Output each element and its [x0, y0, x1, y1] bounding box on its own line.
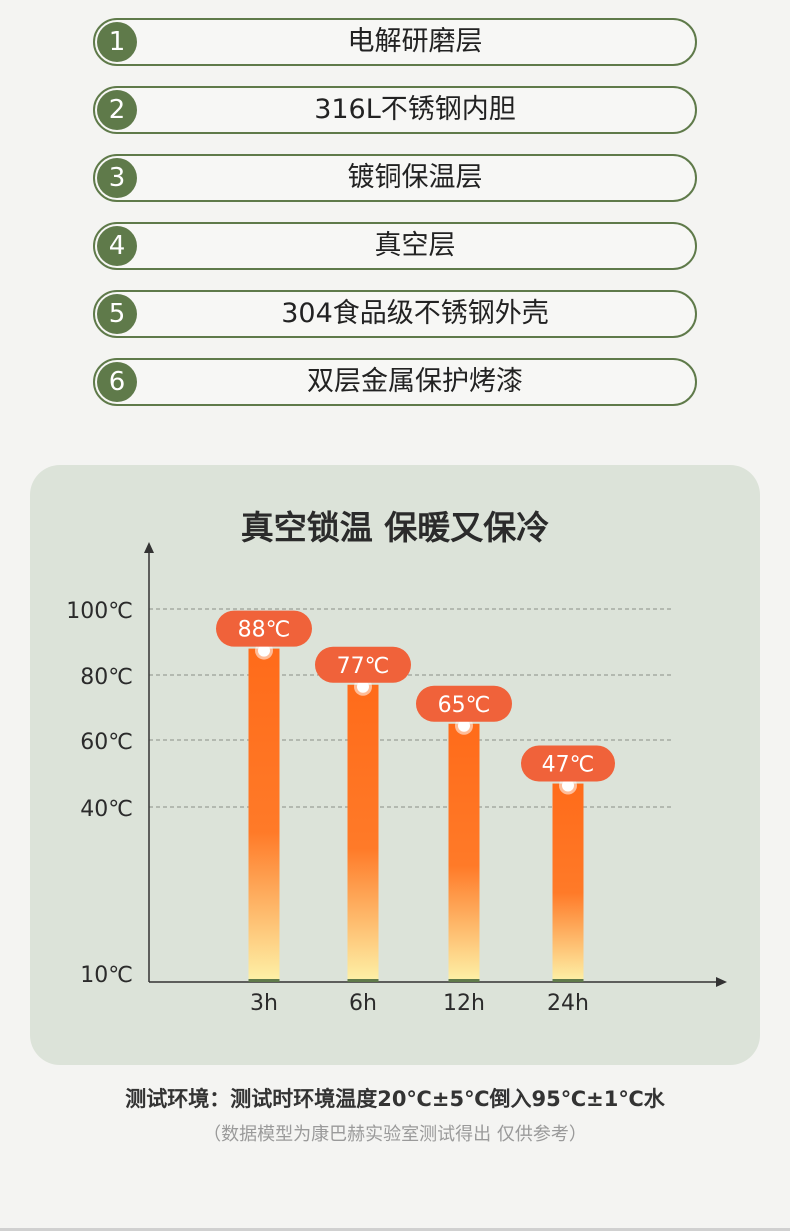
- bar-top-dot: [258, 644, 270, 657]
- bar-top-dot: [562, 779, 574, 792]
- disclaimer-note: （数据模型为康巴赫实验室测试得出 仅供参考）: [203, 1124, 587, 1145]
- x-axis-arrow-icon: [716, 977, 727, 987]
- layer-label: 镀铜保温层: [347, 162, 483, 193]
- data-label-pill: [315, 646, 411, 683]
- data-label: 88℃: [238, 618, 291, 643]
- y-tick-label: 80℃: [80, 665, 133, 690]
- temperature-bar-chart: 10℃ 40℃ 60℃ 80℃ 100℃ 88℃ 3h 77℃ 6h 65℃ 12h 47℃ 24h: [66, 542, 727, 1016]
- y-tick-label: 60℃: [80, 730, 133, 755]
- layer-item-2: 2 316L不锈钢内胆: [93, 86, 697, 134]
- y-tick-label: 100℃: [66, 599, 133, 624]
- bar: [552, 783, 584, 982]
- layer-item-1: 1 电解研磨层: [93, 18, 697, 66]
- y-axis-arrow-icon: [144, 542, 154, 553]
- bar: [448, 723, 480, 982]
- layer-item-6: 6 双层金属保护烤漆: [93, 358, 697, 406]
- layer-list: 1 电解研磨层 2 316L不锈钢内胆 3 镀铜保温层 4 真空层 5 304食…: [93, 18, 697, 426]
- bar-base: [552, 979, 584, 982]
- layer-item-3: 3 镀铜保温层: [93, 154, 697, 202]
- layer-number-badge: 1: [97, 22, 137, 62]
- layer-label: 真空层: [374, 230, 456, 261]
- y-tick-label: 10℃: [80, 963, 133, 988]
- test-environment-note: 测试环境：测试时环境温度20℃±5℃倒入95℃±1℃水: [125, 1087, 665, 1111]
- layer-number-badge: 2: [97, 90, 137, 130]
- layer-label: 电解研磨层: [347, 26, 483, 57]
- chart-card: 真空锁温 保暖又保冷 10℃ 40℃ 60℃ 80℃ 100℃ 88℃ 3h 77℃ 6h 65℃…: [30, 465, 760, 1065]
- layer-label: 304食品级不锈钢外壳: [281, 298, 549, 329]
- layer-item-4: 4 真空层: [93, 222, 697, 270]
- bar-base: [448, 979, 480, 982]
- data-label: 77℃: [337, 654, 390, 679]
- bar-top-dot: [458, 719, 470, 732]
- y-tick-label: 40℃: [80, 797, 133, 822]
- x-tick-label: 6h: [349, 991, 377, 1016]
- layer-number-badge: 6: [97, 362, 137, 402]
- chart-title: 真空锁温 保暖又保冷: [240, 508, 550, 547]
- bar: [347, 684, 379, 982]
- bar-base: [248, 979, 280, 982]
- bar-base: [347, 979, 379, 982]
- bar-top-dot: [357, 680, 369, 693]
- data-label-pill: [216, 610, 312, 647]
- data-label-pill: [416, 685, 512, 722]
- layer-number-badge: 5: [97, 294, 137, 334]
- data-label: 65℃: [438, 693, 491, 718]
- layer-item-5: 5 304食品级不锈钢外壳: [93, 290, 697, 338]
- x-tick-label: 24h: [547, 991, 589, 1016]
- data-label-pill: [521, 745, 615, 782]
- layer-label: 双层金属保护烤漆: [307, 366, 523, 397]
- layer-label: 316L不锈钢内胆: [314, 94, 516, 125]
- bar: [248, 648, 280, 982]
- data-label: 47℃: [542, 753, 595, 778]
- bottom-divider: [0, 1228, 790, 1231]
- x-tick-label: 12h: [443, 991, 485, 1016]
- x-tick-label: 3h: [250, 991, 278, 1016]
- layer-number-badge: 4: [97, 226, 137, 266]
- layer-number-badge: 3: [97, 158, 137, 198]
